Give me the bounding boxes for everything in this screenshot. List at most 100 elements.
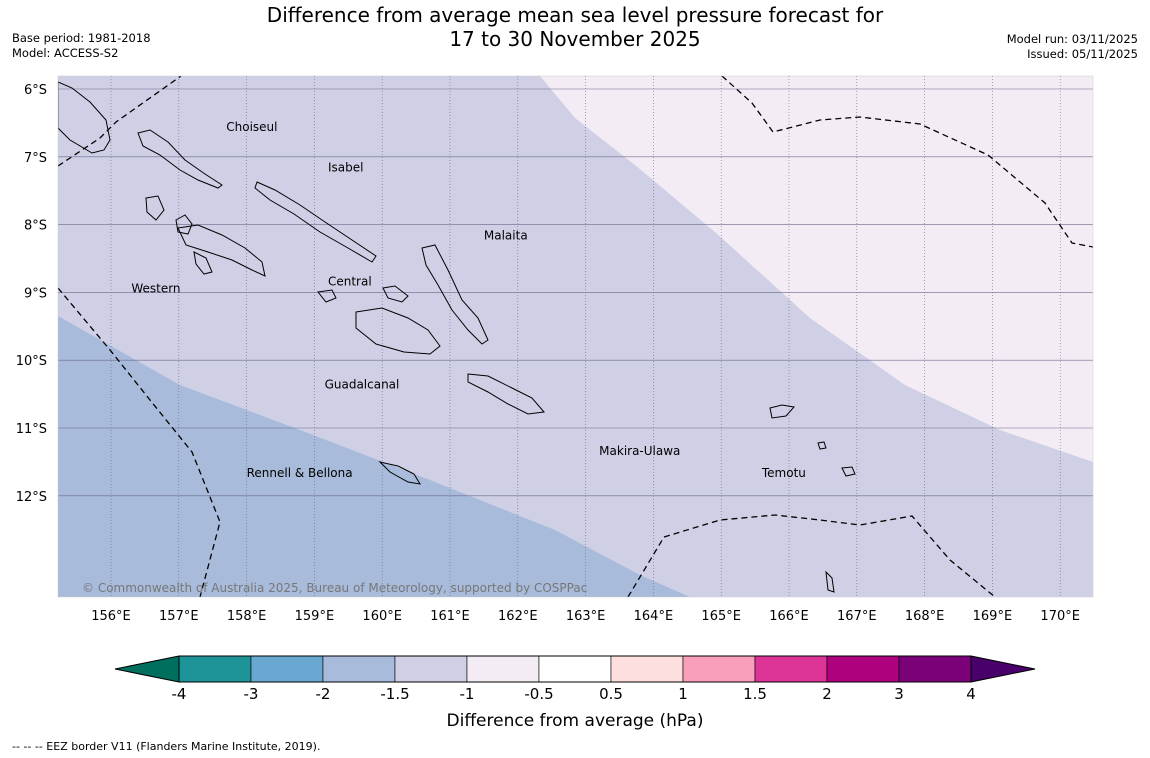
- latitude-label: 10°S: [16, 354, 47, 369]
- region-label: Rennell & Bellona: [247, 466, 353, 480]
- colorbar-swatch: [826, 655, 900, 683]
- island-bougainville: [58, 81, 111, 154]
- region-labels: Choiseul Isabel Malaita Central Western Guada…: [131, 120, 806, 480]
- colorbar-swatch: [754, 655, 828, 683]
- map-copyright: © Commonwealth of Australia 2025, Bureau…: [82, 581, 587, 595]
- longitude-label: 164°E: [634, 609, 674, 624]
- colorbar-tick-label: -1.5: [380, 685, 409, 703]
- longitude-label: 163°E: [566, 609, 606, 624]
- colorbar-swatch: [682, 655, 756, 683]
- longitude-labels: 156°E 157°E 158°E 159°E 160°E 161°E 162°E 163°E…: [91, 609, 1080, 624]
- colorbar-max-frame: [970, 655, 1036, 683]
- eez-border-north-east: [721, 76, 1093, 248]
- colorbar-tick-label: -3: [244, 685, 259, 703]
- colorbar-min-extend: [115, 656, 179, 682]
- island-new-georgia: [177, 224, 266, 277]
- colorbar-swatch: [898, 655, 972, 683]
- region-label: Makira-Ulawa: [599, 444, 680, 458]
- latitude-label: 11°S: [16, 422, 47, 437]
- graticule: [58, 76, 1093, 597]
- latitude-label: 6°S: [24, 83, 47, 98]
- colorbar-swatch: [610, 655, 684, 683]
- longitude-label: 157°E: [159, 609, 199, 624]
- longitude-label: 161°E: [430, 609, 470, 624]
- region-label: Choiseul: [226, 120, 277, 134]
- colorbar-tick-label: 1.5: [743, 685, 767, 703]
- colorbar-tick-label: 3: [894, 685, 904, 703]
- colorbar-tick-label: -1: [460, 685, 475, 703]
- longitude-label: 168°E: [905, 609, 945, 624]
- colorbar-swatch: [394, 655, 468, 683]
- colorbar-tick-label: 1: [678, 685, 688, 703]
- longitude-label: 165°E: [701, 609, 741, 624]
- model-info: Base period: 1981-2018 Model: ACCESS-S2: [12, 31, 151, 61]
- island-choiseul: [137, 129, 223, 189]
- map-title: Difference from average mean sea level p…: [230, 3, 920, 51]
- model-name: Model: ACCESS-S2: [12, 46, 119, 60]
- island-russell: [382, 285, 409, 303]
- map-frame: [57, 75, 1094, 598]
- region-label: Guadalcanal: [325, 378, 400, 392]
- longitude-label: 162°E: [498, 609, 538, 624]
- colorbar-tick-label: 2: [822, 685, 832, 703]
- latitude-labels: 6°S 7°S 8°S 9°S 10°S 11°S 12°S: [16, 83, 47, 505]
- island-outlines: [58, 81, 856, 593]
- island-isabel: [254, 181, 377, 263]
- island-rendova: [193, 251, 213, 275]
- colorbar-tick-label: -4: [172, 685, 187, 703]
- island-tikopia: [817, 441, 827, 450]
- island-rennell: [378, 461, 421, 485]
- island-vanikoro: [841, 466, 856, 477]
- island-vella-lavella: [145, 195, 165, 221]
- title-line-1: Difference from average mean sea level p…: [266, 3, 884, 27]
- zone-minus1-to-minus0_5: [540, 76, 1093, 462]
- longitude-label: 166°E: [769, 609, 809, 624]
- colorbar-title: Difference from average (hPa): [447, 711, 704, 731]
- colorbar-max-extend: [971, 656, 1035, 682]
- model-run: Model run: 03/11/2025: [1006, 32, 1138, 46]
- zone-minus2-to-minus1_5: [58, 316, 690, 597]
- region-label: Central: [328, 275, 372, 289]
- region-label: Isabel: [328, 161, 363, 175]
- longitude-label: 167°E: [837, 609, 877, 624]
- island-malaita: [421, 244, 489, 345]
- colorbar: -4 -3 -2 -1.5 -1 -0.5 0.5 1 1.5 2 3 4 Difference fr…: [114, 655, 1036, 731]
- longitude-label: 156°E: [91, 609, 131, 624]
- eez-border-west: [58, 287, 221, 597]
- latitude-label: 12°S: [16, 490, 47, 505]
- base-period: Base period: 1981-2018: [12, 31, 151, 45]
- latitude-label: 7°S: [24, 151, 47, 166]
- latitude-label: 9°S: [24, 286, 47, 301]
- island-santa-cruz: [769, 404, 795, 419]
- island-anuta: [825, 570, 835, 593]
- colorbar-swatch: [250, 655, 324, 683]
- region-label: Malaita: [484, 229, 528, 243]
- longitude-label: 170°E: [1040, 609, 1080, 624]
- longitude-label: 160°E: [362, 609, 402, 624]
- colorbar-swatch: [466, 655, 540, 683]
- island-makira: [467, 373, 545, 415]
- colorbar-swatch: [322, 655, 396, 683]
- longitude-label: 159°E: [295, 609, 335, 624]
- colorbar-tick-label: 0.5: [599, 685, 623, 703]
- colorbar-min-frame: [114, 655, 180, 683]
- issued-date: Issued: 05/11/2025: [1027, 47, 1138, 61]
- latitude-label: 8°S: [24, 219, 47, 234]
- colorbar-tick-label: 4: [966, 685, 976, 703]
- colorbar-tick-label: -0.5: [524, 685, 553, 703]
- title-line-2: 17 to 30 November 2025: [449, 27, 701, 51]
- island-guadalcanal: [355, 307, 441, 355]
- region-label: Western: [131, 281, 180, 295]
- colorbar-swatch: [178, 655, 252, 683]
- island-florida: [317, 289, 337, 303]
- region-label: Temotu: [761, 466, 806, 480]
- longitude-label: 158°E: [227, 609, 267, 624]
- colorbar-swatch: [538, 655, 612, 683]
- eez-border-south: [627, 514, 996, 597]
- colorbar-frame: [178, 655, 972, 683]
- eez-footnote: -- -- -- EEZ border V11 (Flanders Marine…: [12, 740, 321, 753]
- colorbar-tick-label: -2: [316, 685, 331, 703]
- issue-info: Model run: 03/11/2025 Issued: 05/11/2025: [1007, 32, 1138, 62]
- longitude-label: 169°E: [973, 609, 1013, 624]
